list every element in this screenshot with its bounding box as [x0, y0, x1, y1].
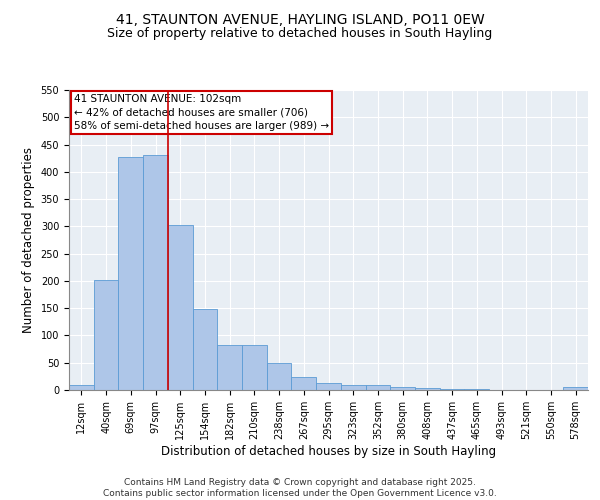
- Text: Contains HM Land Registry data © Crown copyright and database right 2025.
Contai: Contains HM Land Registry data © Crown c…: [103, 478, 497, 498]
- Bar: [118, 156, 143, 390]
- Bar: [193, 310, 217, 390]
- Bar: [292, 377, 316, 390]
- Bar: [341, 384, 365, 390]
- X-axis label: Distribution of detached houses by size in South Hayling: Distribution of detached houses by size …: [161, 444, 496, 458]
- Bar: [440, 389, 464, 390]
- Y-axis label: Number of detached properties: Number of detached properties: [22, 147, 35, 333]
- Bar: [390, 388, 415, 390]
- Text: 41, STAUNTON AVENUE, HAYLING ISLAND, PO11 0EW: 41, STAUNTON AVENUE, HAYLING ISLAND, PO1…: [116, 12, 484, 26]
- Bar: [168, 224, 193, 390]
- Bar: [217, 346, 242, 390]
- Text: Size of property relative to detached houses in South Hayling: Size of property relative to detached ho…: [107, 28, 493, 40]
- Bar: [365, 385, 390, 390]
- Bar: [316, 384, 341, 390]
- Bar: [94, 280, 118, 390]
- Bar: [242, 346, 267, 390]
- Text: 41 STAUNTON AVENUE: 102sqm
← 42% of detached houses are smaller (706)
58% of sem: 41 STAUNTON AVENUE: 102sqm ← 42% of deta…: [74, 94, 329, 131]
- Bar: [563, 388, 588, 390]
- Bar: [415, 388, 440, 390]
- Bar: [267, 362, 292, 390]
- Bar: [143, 156, 168, 390]
- Bar: [69, 384, 94, 390]
